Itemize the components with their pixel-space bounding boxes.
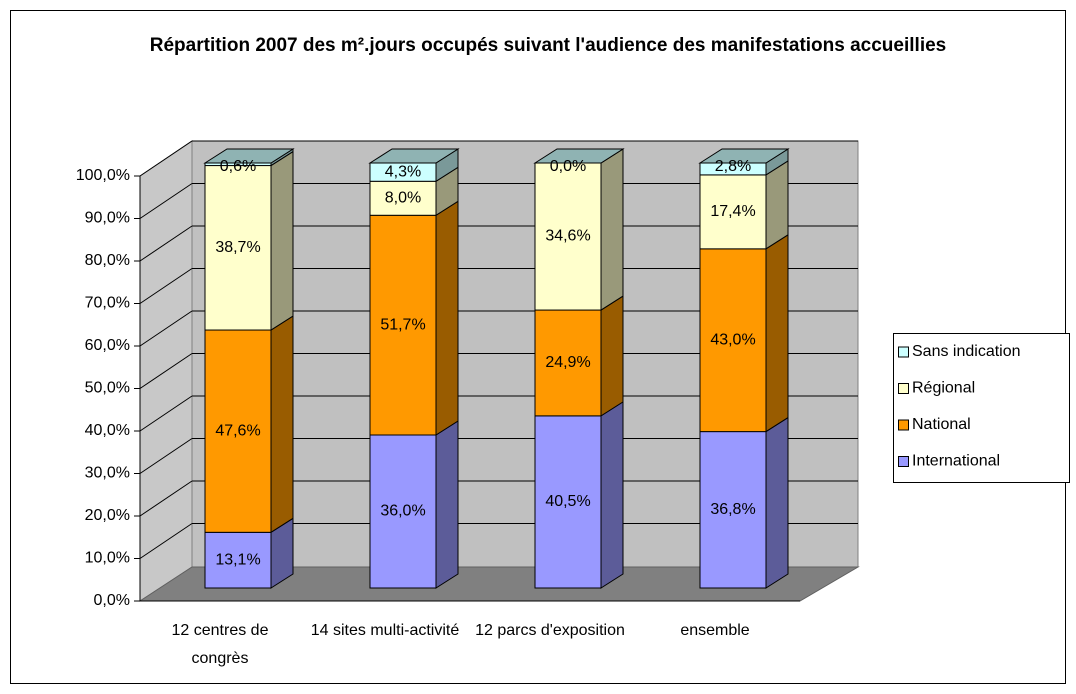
y-tick-label: 70,0% [85,295,130,312]
bar [699,248,767,433]
legend-label: Régional [912,380,975,397]
bar [204,531,272,589]
bar [369,214,437,436]
data-label: 36,0% [380,503,425,520]
legend-box [893,333,1070,483]
y-tick-label: 80,0% [85,252,130,269]
bar-top [533,148,625,164]
legend-swatch [898,346,909,358]
y-tick-label: 60,0% [85,337,130,354]
bar-top [368,148,460,164]
data-label: 34,6% [545,228,590,245]
chart-title: Répartition 2007 des m².jours occupés su… [149,35,947,56]
y-tick-label: 40,0% [85,422,130,439]
y-tick-label: 10,0% [85,550,130,567]
data-label: 24,9% [545,354,590,371]
bar-side [600,148,624,311]
bar-side [435,420,459,589]
data-label: 38,7% [215,239,260,256]
x-tick-label: 14 sites multi-activité [310,622,460,639]
y-tick-label: 20,0% [85,507,130,524]
data-label: 43,0% [710,331,755,348]
y-tick-label: 100,0% [76,167,130,184]
data-label: 17,4% [710,203,755,220]
data-label: 47,6% [215,422,260,439]
bar-side [600,295,624,417]
legend-swatch [898,456,909,467]
legend-swatch [898,419,909,431]
x-tick-label: ensemble [680,622,750,639]
data-label: 2,8% [715,158,751,175]
legend-label: Sans indication [912,343,1021,360]
grid-line-side [139,225,193,262]
legend-swatch [898,383,909,394]
grid-line-side [139,310,193,347]
data-label: 36,8% [710,501,755,518]
legend-label: International [912,453,1000,470]
bar [699,431,767,589]
bar-side [270,150,294,331]
data-label: 40,5% [545,493,590,510]
grid-line-side [139,268,193,304]
y-tick-label: 90,0% [85,210,130,227]
grid-line-side [139,438,193,474]
data-label: 0,0% [550,158,586,175]
data-label: 13,1% [215,551,260,568]
legend-label: National [912,416,971,433]
bar-top [698,148,790,164]
grid-line-side [139,523,193,559]
bar-side [435,200,459,436]
bar-side [600,400,624,589]
x-tick-label: 12 centres de congrès [171,622,269,667]
grid-line-side [139,353,193,389]
bar [534,415,602,589]
grid-line-side [139,480,193,517]
y-tick-label: 0,0% [94,592,130,609]
data-label: 4,3% [385,163,421,180]
bar-side [765,159,789,250]
bar-side [765,233,789,433]
y-tick-label: 30,0% [85,465,130,482]
data-label: 8,0% [385,189,421,206]
bar [534,309,602,417]
x-tick-label: 12 parcs d'exposition [475,622,625,639]
grid-line-side [139,183,193,219]
bar-side [765,416,789,589]
data-label: 0,6% [220,158,256,175]
grid-line-side [139,395,193,432]
data-label: 51,7% [380,316,425,333]
bar-top [203,148,295,164]
bar [369,180,437,216]
grid-line-side [139,140,193,177]
bar-side [270,315,294,534]
y-tick-label: 50,0% [85,380,130,397]
